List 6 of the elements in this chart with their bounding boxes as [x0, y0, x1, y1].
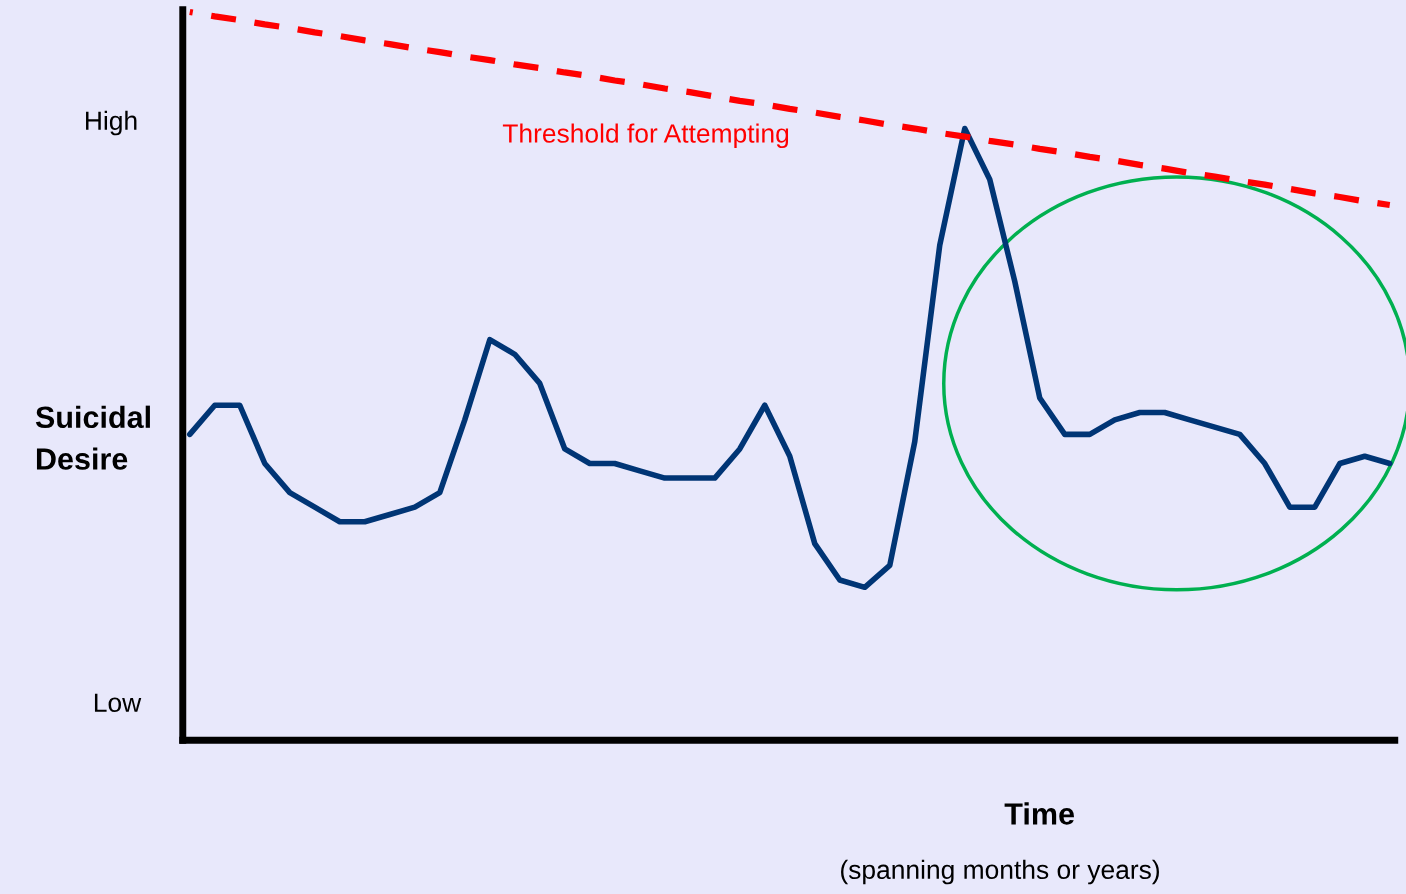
text: (spanning months or years) [841, 859, 1159, 885]
x-axis-title: Time [1004, 802, 1074, 825]
y-axis-title: Suicidal Desire [35, 405, 150, 470]
series-label: Threshold for Attempting [502, 123, 789, 149]
text: Low [94, 693, 142, 713]
text: High [86, 110, 137, 136]
